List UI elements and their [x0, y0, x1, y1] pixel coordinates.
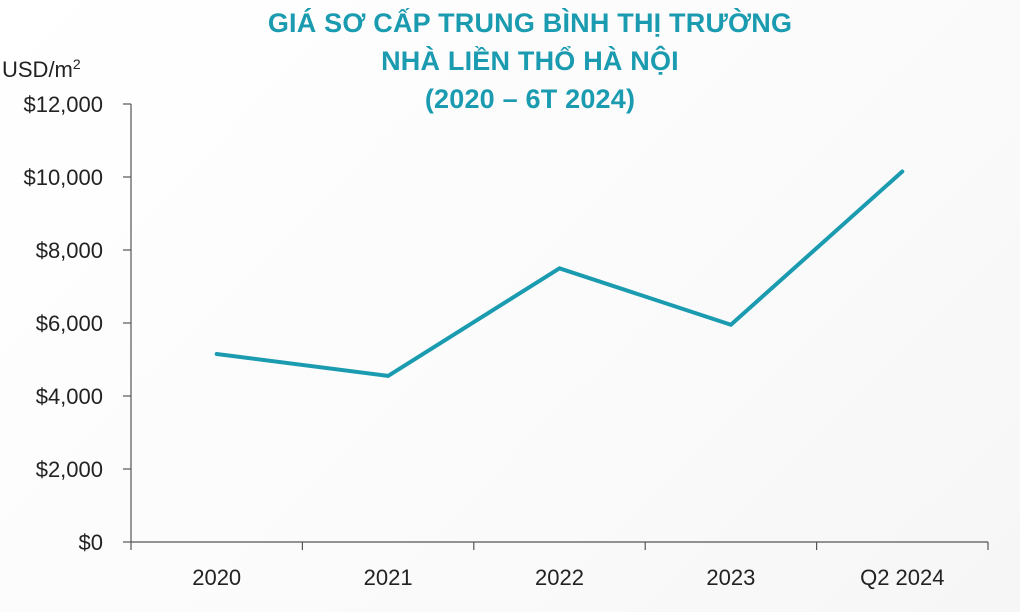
- y-tick-label: $10,000: [23, 165, 103, 190]
- x-tick-label: 2023: [706, 565, 755, 590]
- y-tick-label: $6,000: [36, 311, 103, 336]
- chart-title-line-2: NHÀ LIỀN THỔ HÀ NỘI: [381, 46, 679, 76]
- y-tick-label: $8,000: [36, 238, 103, 263]
- y-tick-label: $2,000: [36, 457, 103, 482]
- x-tick-label: Q2 2024: [860, 565, 944, 590]
- y-tick-label: $4,000: [36, 384, 103, 409]
- x-tick-label: 2021: [364, 565, 413, 590]
- y-axis-unit-label: USD/m2: [2, 56, 81, 83]
- y-axis-unit-text: USD/m: [2, 57, 73, 82]
- series-line: [214, 169, 905, 378]
- chart-title: GIÁ SƠ CẤP TRUNG BÌNH THỊ TRƯỜNG NHÀ LIỀ…: [140, 4, 920, 118]
- y-axis-unit-superscript: 2: [72, 56, 81, 72]
- chart-title-line-1: GIÁ SƠ CẤP TRUNG BÌNH THỊ TRƯỜNG: [267, 8, 793, 38]
- y-tick-label: $0: [79, 530, 103, 555]
- chart-title-line-3: (2020 – 6T 2024): [424, 84, 636, 114]
- y-tick-label: $12,000: [23, 92, 103, 117]
- x-tick-label: 2020: [192, 565, 241, 590]
- x-tick-label: 2022: [535, 565, 584, 590]
